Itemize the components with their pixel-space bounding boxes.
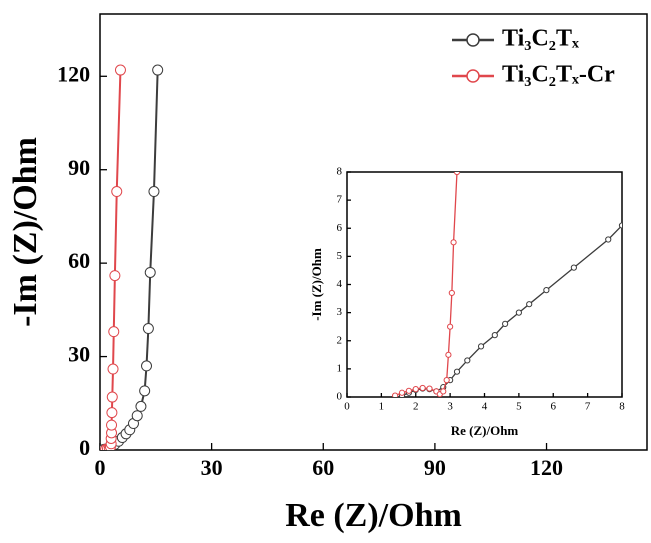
data-point xyxy=(448,289,455,297)
data-point xyxy=(515,309,522,316)
legend-label: Ti₃C₂Tₓ xyxy=(502,26,579,52)
data-point xyxy=(453,172,461,176)
data-point xyxy=(450,239,457,246)
data-point xyxy=(605,236,612,243)
data-point xyxy=(152,64,164,76)
data-point xyxy=(618,222,622,229)
y-tick-label: 4 xyxy=(337,278,343,290)
y-tick-label: 30 xyxy=(68,342,90,367)
x-tick-label: 4 xyxy=(482,400,488,412)
data-point xyxy=(440,388,447,395)
y-tick-label: 0 xyxy=(79,435,90,460)
data-point xyxy=(526,301,533,308)
x-tick-label: 3 xyxy=(447,400,453,412)
data-point xyxy=(109,270,121,282)
y-tick-label: 60 xyxy=(68,248,90,273)
plot-area xyxy=(392,172,622,397)
x-tick-label: 90 xyxy=(424,455,446,480)
y-axis-label: -Im (Z)/Ohm xyxy=(309,248,324,321)
y-tick-label: 1 xyxy=(337,362,343,374)
data-point xyxy=(405,387,412,394)
data-point xyxy=(412,386,419,393)
x-tick-label: 0 xyxy=(95,455,106,480)
data-point xyxy=(447,323,454,330)
x-tick-label: 5 xyxy=(516,400,522,412)
data-point xyxy=(419,384,426,392)
data-point xyxy=(107,363,119,375)
data-point xyxy=(477,343,485,350)
data-point xyxy=(445,351,452,358)
data-point xyxy=(142,323,154,335)
data-point xyxy=(443,377,450,384)
y-axis-label: -Im (Z)/Ohm xyxy=(7,137,44,327)
x-tick-label: 0 xyxy=(344,400,350,412)
data-point xyxy=(543,287,550,294)
data-point xyxy=(141,360,153,372)
x-axis-label: Re (Z)/Ohm xyxy=(451,423,519,438)
data-point xyxy=(148,186,160,198)
x-tick-label: 1 xyxy=(379,400,385,412)
data-point xyxy=(135,400,147,412)
data-point xyxy=(502,320,509,327)
legend-marker xyxy=(466,69,480,83)
data-point xyxy=(392,392,399,397)
x-tick-label: 6 xyxy=(551,400,557,412)
x-axis-label: Re (Z)/Ohm xyxy=(285,497,462,534)
data-point xyxy=(131,410,143,422)
legend-marker xyxy=(466,33,480,47)
plot-frame xyxy=(346,171,623,398)
y-tick-label: 3 xyxy=(337,306,343,318)
x-tick-label: 7 xyxy=(585,400,591,412)
plot-area xyxy=(100,64,164,450)
data-point xyxy=(106,419,118,431)
data-point xyxy=(106,391,118,403)
data-point xyxy=(111,186,123,198)
y-tick-label: 8 xyxy=(337,166,343,178)
data-point xyxy=(144,266,156,278)
x-tick-label: 2 xyxy=(413,400,419,412)
x-tick-label: 60 xyxy=(312,455,334,480)
legend-label: Ti₃C₂Tₓ-Cr xyxy=(502,62,615,88)
x-tick-label: 8 xyxy=(619,400,625,412)
data-point xyxy=(398,389,406,396)
data-point xyxy=(108,326,120,338)
y-tick-label: 0 xyxy=(337,391,343,403)
data-point xyxy=(139,385,151,397)
data-point xyxy=(570,264,577,271)
x-tick-label: 30 xyxy=(201,455,223,480)
data-point xyxy=(453,368,461,375)
y-tick-label: 120 xyxy=(57,61,90,86)
y-tick-label: 2 xyxy=(337,334,343,346)
y-tick-label: 6 xyxy=(337,222,343,234)
data-point xyxy=(464,357,471,364)
data-point xyxy=(114,64,126,76)
y-tick-label: 5 xyxy=(337,250,343,262)
x-tick-label: 120 xyxy=(530,455,563,480)
y-tick-label: 7 xyxy=(337,194,343,206)
data-point xyxy=(106,407,118,419)
y-tick-label: 90 xyxy=(68,155,90,180)
data-point xyxy=(426,385,433,392)
data-point xyxy=(491,332,498,339)
